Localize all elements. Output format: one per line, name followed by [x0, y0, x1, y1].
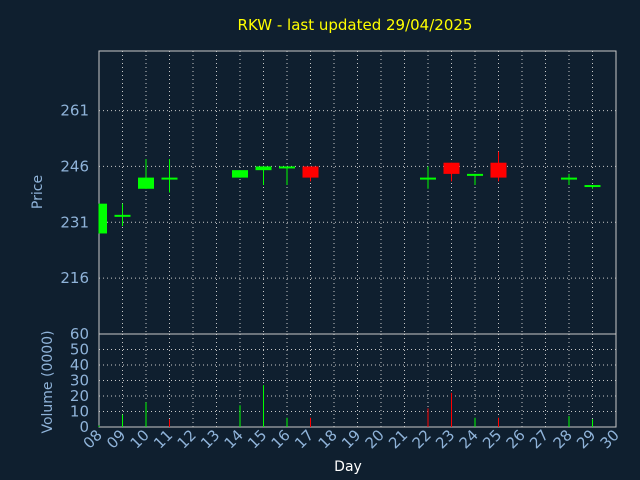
candle-29	[584, 185, 601, 189]
volume-axis-label: Volume (0000)	[40, 330, 56, 433]
day-tick-label: 26	[503, 426, 529, 452]
day-tick-label: 27	[526, 426, 552, 452]
candle-body	[279, 166, 295, 169]
day-axis-label: Day	[334, 459, 362, 475]
volume-tick-label: 40	[70, 356, 89, 374]
volume-tick-label: 0	[79, 418, 89, 436]
volume-bars	[98, 385, 593, 427]
candle-28	[561, 173, 577, 186]
candle-9	[114, 203, 131, 227]
candle-body	[302, 166, 319, 178]
day-tick-label: 12	[174, 426, 200, 452]
chart-title: RKW - last updated 29/04/2025	[238, 16, 473, 34]
candle-11	[161, 158, 178, 193]
candle-10	[138, 158, 154, 189]
price-tick-label: 231	[60, 213, 89, 231]
candle-body	[561, 177, 577, 180]
candle-body	[443, 162, 460, 174]
price-axis-label: Price	[30, 175, 46, 209]
candle-17	[302, 166, 319, 182]
candle-body	[467, 173, 483, 176]
day-tick-label: 21	[385, 426, 411, 452]
volume-tick-label: 30	[70, 372, 89, 390]
day-tick-label: 16	[268, 426, 294, 452]
candle-23	[443, 162, 460, 182]
day-tick-label: 19	[338, 426, 364, 452]
day-tick-label: 22	[409, 426, 435, 452]
day-tick-label: 14	[221, 426, 247, 452]
day-tick-label: 09	[103, 426, 129, 452]
volume-tick-label: 10	[70, 403, 89, 421]
candle-8	[98, 203, 107, 234]
day-tick-label: 25	[479, 426, 505, 452]
candle-body	[420, 177, 436, 180]
price-tick-label: 216	[60, 269, 89, 287]
candle-body	[490, 162, 507, 178]
volume-tick-label: 20	[70, 387, 89, 405]
price-gridlines	[99, 51, 616, 334]
day-tick-label: 18	[315, 426, 341, 452]
volume-gridlines	[99, 334, 616, 427]
candlesticks	[98, 151, 601, 234]
candle-body	[161, 177, 178, 180]
candle-16	[279, 166, 295, 186]
day-tick-label: 15	[244, 426, 270, 452]
day-tick-label: 11	[150, 426, 176, 452]
candle-15	[255, 166, 272, 186]
candle-24	[467, 173, 483, 186]
candle-body	[232, 170, 248, 178]
volume-panel-frame	[98, 333, 617, 428]
day-tick-label: 10	[127, 426, 153, 452]
day-tick-label: 29	[573, 426, 599, 452]
day-tick-label: 13	[197, 426, 223, 452]
candle-22	[420, 166, 436, 189]
day-tick-label: 17	[291, 426, 317, 452]
candle-body	[138, 177, 154, 189]
day-tick-label: 20	[362, 426, 388, 452]
volume-tick-label: 60	[70, 325, 89, 343]
candle-body	[584, 185, 601, 188]
day-tick-label: 28	[550, 426, 576, 452]
day-x-ticks: 0809101112131415161718192021222324252627…	[80, 426, 623, 452]
price-tick-label: 246	[60, 157, 89, 175]
day-tick-label: 23	[432, 426, 458, 452]
day-tick-label: 30	[597, 426, 623, 452]
price-tick-label: 261	[60, 102, 89, 120]
candle-body	[99, 203, 107, 234]
volume-tick-label: 50	[70, 341, 89, 359]
candle-body	[255, 166, 272, 171]
candle-25	[490, 151, 507, 182]
day-tick-label: 24	[456, 426, 482, 452]
price-y-ticks: 216 231 246 261	[60, 102, 89, 288]
candle-body	[114, 214, 131, 217]
candle-14	[232, 170, 248, 178]
